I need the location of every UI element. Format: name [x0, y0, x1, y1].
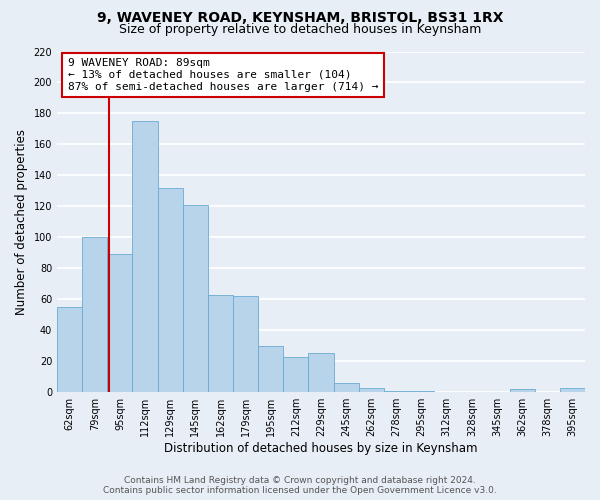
Bar	[384, 390, 409, 392]
Bar	[283, 356, 308, 392]
X-axis label: Distribution of detached houses by size in Keynsham: Distribution of detached houses by size …	[164, 442, 478, 455]
Bar	[183, 205, 208, 392]
Bar	[308, 354, 334, 392]
Bar	[133, 121, 158, 392]
Bar	[409, 390, 434, 392]
Bar	[107, 254, 133, 392]
Bar	[258, 346, 283, 392]
Text: 9, WAVENEY ROAD, KEYNSHAM, BRISTOL, BS31 1RX: 9, WAVENEY ROAD, KEYNSHAM, BRISTOL, BS31…	[97, 11, 503, 25]
Bar	[208, 294, 233, 392]
Bar	[158, 188, 183, 392]
Bar	[233, 296, 258, 392]
Bar	[57, 307, 82, 392]
Text: 9 WAVENEY ROAD: 89sqm
← 13% of detached houses are smaller (104)
87% of semi-det: 9 WAVENEY ROAD: 89sqm ← 13% of detached …	[68, 58, 378, 92]
Text: Size of property relative to detached houses in Keynsham: Size of property relative to detached ho…	[119, 22, 481, 36]
Bar	[560, 388, 585, 392]
Bar	[359, 388, 384, 392]
Bar	[334, 383, 359, 392]
Bar	[509, 389, 535, 392]
Y-axis label: Number of detached properties: Number of detached properties	[15, 129, 28, 315]
Text: Contains HM Land Registry data © Crown copyright and database right 2024.
Contai: Contains HM Land Registry data © Crown c…	[103, 476, 497, 495]
Bar	[82, 238, 107, 392]
